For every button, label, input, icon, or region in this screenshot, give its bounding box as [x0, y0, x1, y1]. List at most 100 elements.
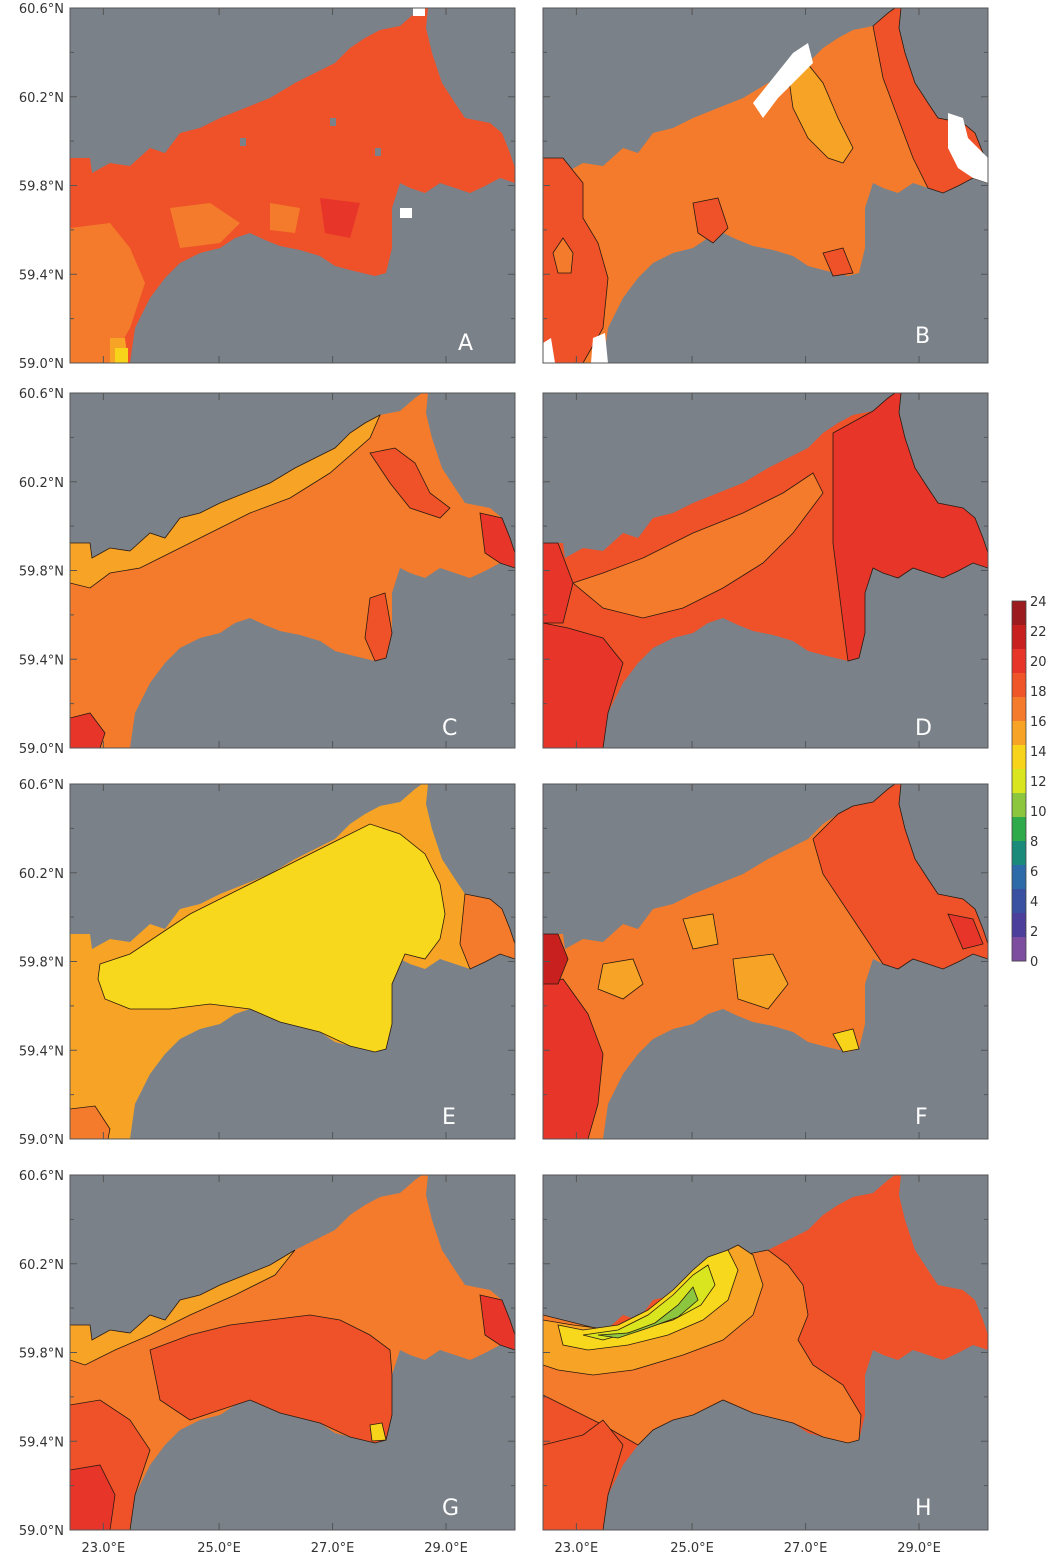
missing-data — [948, 113, 988, 183]
contour-region — [149, 1314, 393, 1444]
lon-label: 25.0°E — [197, 1541, 241, 1556]
lat-label: 60.6°N — [19, 1169, 64, 1184]
sea-patch — [543, 157, 609, 363]
sea-patch — [320, 198, 360, 238]
colorbar-segment — [1012, 913, 1026, 938]
lat-label: 59.0°N — [19, 1133, 64, 1148]
contour-region — [832, 1028, 860, 1053]
contour-region — [822, 247, 854, 277]
panel-label: E — [442, 1105, 456, 1130]
lon-label: 27.0°E — [784, 1541, 828, 1556]
contour-region — [543, 1419, 624, 1530]
sea-patch — [270, 203, 300, 233]
lon-label: 23.0°E — [82, 1541, 126, 1556]
colorbar-tick-label: 4 — [1030, 895, 1038, 910]
colorbar-segment — [1012, 721, 1026, 746]
panel-label: B — [915, 324, 930, 349]
panel-b: B — [542, 7, 989, 364]
missing-data — [591, 333, 608, 363]
contour-region — [597, 1286, 699, 1339]
missing-data — [753, 43, 813, 118]
panel-g: G — [69, 1174, 516, 1531]
lat-label: 59.0°N — [19, 1524, 64, 1539]
lat-label: 59.4°N — [19, 1044, 64, 1059]
lon-label: 29.0°E — [897, 1541, 941, 1556]
land-pixel — [330, 118, 336, 126]
contour-region — [692, 197, 729, 244]
colorbar-tick-label: 22 — [1030, 625, 1047, 640]
colorbar-segment — [1012, 649, 1026, 674]
colorbar-segment — [1012, 865, 1026, 890]
contour-region — [459, 893, 515, 970]
contour-region — [70, 1249, 296, 1366]
panel-label: G — [442, 1496, 459, 1521]
missing-data — [543, 338, 555, 363]
lat-label: 60.2°N — [19, 91, 64, 106]
panel-e: E — [69, 783, 516, 1140]
land-pixel — [240, 138, 246, 146]
lat-label: 59.8°N — [19, 956, 64, 971]
lat-label: 59.8°N — [19, 565, 64, 580]
missing-data — [413, 8, 425, 16]
contour-region — [543, 622, 624, 748]
contour-region — [543, 933, 569, 985]
panel-a: A — [69, 7, 516, 364]
sea-patch — [170, 203, 240, 248]
colorbar-segment — [1012, 793, 1026, 818]
lon-label: 29.0°E — [424, 1541, 468, 1556]
contour-region — [479, 512, 515, 569]
panel-d: D — [542, 392, 989, 749]
contour-region — [543, 978, 604, 1139]
lat-label: 59.4°N — [19, 1435, 64, 1450]
colorbar-tick-label: 20 — [1030, 655, 1047, 670]
panel-label: A — [458, 331, 473, 356]
lat-label: 59.0°N — [19, 357, 64, 372]
contour-region — [479, 1294, 515, 1351]
lon-label: 23.0°E — [555, 1541, 599, 1556]
lon-label: 27.0°E — [311, 1541, 355, 1556]
axes-layer: 60.6°N 60.2°N 59.8°N 59.4°N 59.0°N 60.6°N 60.2… — [19, 2, 988, 1556]
colorbar-tick-label: 14 — [1030, 745, 1047, 760]
contour-region — [70, 1464, 116, 1530]
panel-label: F — [915, 1105, 928, 1130]
land-pixel — [375, 148, 381, 156]
lat-label: 59.4°N — [19, 268, 64, 283]
lat-label: 59.8°N — [19, 180, 64, 195]
contour-region — [832, 393, 988, 662]
contour-region — [70, 414, 381, 589]
contour-region — [364, 592, 393, 662]
contour-region — [70, 712, 106, 748]
colorbar-tick-label: 2 — [1030, 925, 1038, 940]
colorbar-segment — [1012, 601, 1026, 626]
colorbar-segment — [1012, 625, 1026, 650]
panel-label: D — [915, 716, 932, 741]
lat-label: 59.4°N — [19, 653, 64, 668]
contour-region — [369, 447, 451, 519]
panel-label: C — [442, 716, 457, 741]
colorbar-tick-label: 18 — [1030, 685, 1047, 700]
colorbar-segment — [1012, 673, 1026, 698]
contour-region — [572, 472, 824, 619]
colorbar-tick-label: 16 — [1030, 715, 1047, 730]
colorbar-segment — [1012, 817, 1026, 842]
lon-label: 25.0°E — [670, 1541, 714, 1556]
panel-label: H — [915, 1496, 932, 1521]
contour-region — [70, 1105, 111, 1139]
colorbar-tick-label: 12 — [1030, 775, 1047, 790]
lat-label: 60.2°N — [19, 867, 64, 882]
lat-label: 60.6°N — [19, 778, 64, 793]
sea-patch — [115, 348, 128, 363]
lat-label: 59.0°N — [19, 742, 64, 757]
colorbar-segment — [1012, 841, 1026, 866]
lat-label: 60.2°N — [19, 476, 64, 491]
colorbar-tick-label: 6 — [1030, 865, 1038, 880]
contour-region — [552, 237, 574, 274]
colorbar-tick-label: 8 — [1030, 835, 1038, 850]
contour-region — [369, 1422, 387, 1442]
colorbar-frame — [1011, 600, 1027, 962]
lat-label: 60.6°N — [19, 2, 64, 17]
colorbar-segment — [1012, 697, 1026, 722]
colorbar-segment — [1012, 937, 1026, 962]
